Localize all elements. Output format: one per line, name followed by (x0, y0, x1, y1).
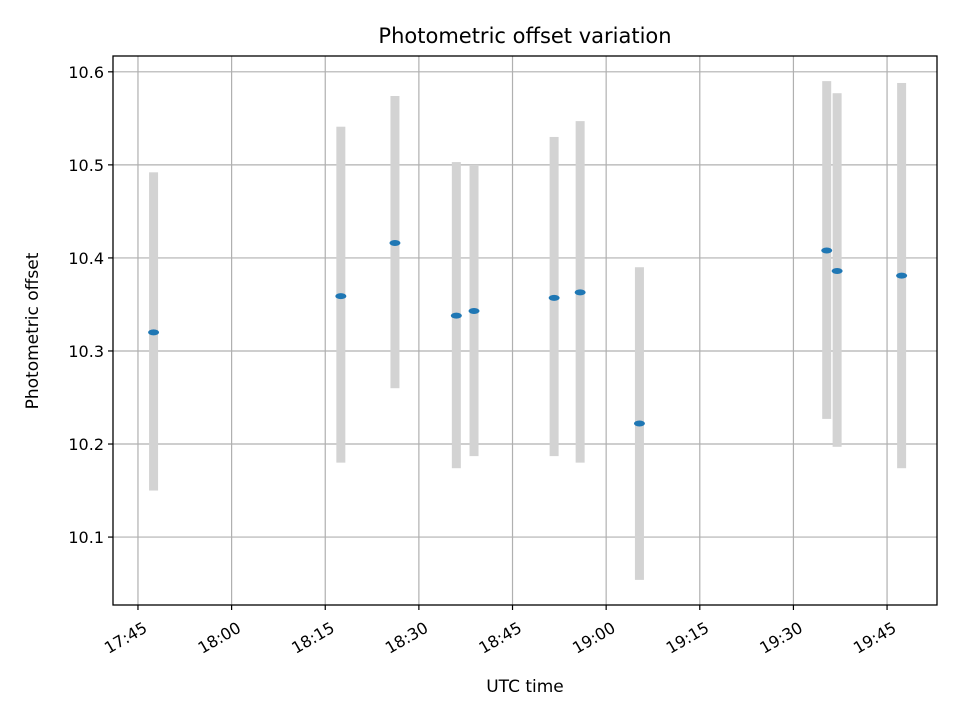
y-tick-label: 10.5 (68, 156, 104, 175)
chart-title: Photometric offset variation (378, 24, 671, 48)
x-tick-label: 19:00 (569, 618, 618, 658)
y-axis-label: Photometric offset (23, 252, 43, 409)
y-tick-label: 10.2 (68, 435, 104, 454)
data-point (896, 272, 908, 279)
y-tick-label: 10.1 (68, 528, 104, 547)
data-point (548, 294, 560, 301)
x-tick-label: 18:15 (288, 618, 337, 658)
y-tick-label: 10.6 (68, 63, 104, 82)
data-point (821, 247, 833, 254)
data-point (148, 329, 160, 336)
x-tick-label: 18:00 (195, 618, 244, 658)
data-point-layer (148, 240, 908, 427)
x-tick-label: 19:30 (756, 618, 805, 658)
data-point (574, 289, 586, 296)
y-tick-layer: 10.1 10.2 10.3 10.4 10.5 10.6 (68, 63, 113, 547)
grid-layer (113, 56, 937, 605)
y-tick-label: 10.4 (68, 249, 104, 268)
data-point (389, 240, 401, 247)
data-point (831, 267, 843, 274)
error-bar-layer (149, 81, 907, 580)
x-tick-layer: 17:45 18:00 18:15 18:30 18:45 19:00 19:15 19:30… (101, 605, 899, 658)
data-point (335, 293, 347, 300)
x-tick-label: 18:30 (382, 618, 431, 658)
y-tick-label: 10.3 (68, 342, 104, 361)
x-tick-label: 19:15 (663, 618, 712, 658)
x-tick-label: 18:45 (475, 618, 524, 658)
x-tick-label: 19:45 (850, 618, 899, 658)
x-tick-label: 17:45 (101, 618, 150, 658)
x-axis-label: UTC time (486, 677, 564, 697)
data-point (633, 420, 645, 427)
plot-frame (112, 55, 938, 606)
data-point (450, 312, 462, 319)
data-point (468, 307, 480, 314)
